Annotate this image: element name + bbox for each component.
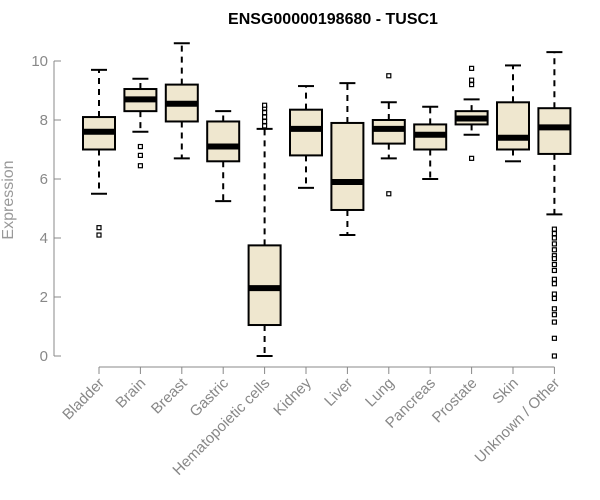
y-tick-label: 10: [31, 53, 48, 70]
outlier-point: [96, 232, 102, 238]
outlier-point: [551, 267, 558, 274]
box-iqr: [496, 101, 530, 151]
outlier-point: [262, 110, 268, 116]
outlier-point: [551, 247, 558, 253]
outlier-point: [137, 143, 143, 150]
x-tick-label: Kidney: [270, 374, 315, 419]
box-bladder: [82, 68, 116, 238]
outlier-point: [386, 73, 392, 79]
outlier-point: [551, 276, 558, 282]
outlier-point: [551, 291, 558, 297]
outlier-point: [551, 256, 558, 262]
outlier-point: [262, 114, 268, 120]
outlier-point: [551, 306, 558, 312]
x-tick-label: Lung: [362, 375, 398, 411]
outlier-point: [386, 191, 392, 197]
x-tick-label: Prostate: [429, 375, 481, 427]
outlier-point: [137, 163, 143, 169]
outlier-point: [469, 155, 475, 161]
box-pancreas: [413, 105, 448, 180]
outlier-point: [551, 312, 558, 318]
box-iqr: [330, 121, 365, 211]
box-liver: [330, 82, 365, 237]
box-iqr: [537, 107, 572, 155]
y-tick-label: 2: [40, 289, 48, 306]
y-tick-label: 6: [40, 171, 48, 188]
boxes-group: [82, 42, 572, 359]
outlier-point: [551, 226, 558, 232]
x-tick-label: Breast: [148, 374, 191, 417]
x-tick-label: Skin: [489, 375, 522, 408]
outlier-point: [469, 65, 475, 71]
outlier-point: [262, 118, 268, 125]
outlier-point: [551, 281, 558, 287]
box-iqr: [206, 120, 241, 163]
y-axis-label: Expression: [0, 160, 17, 239]
box-prostate: [454, 65, 489, 161]
outlier-point: [551, 353, 558, 359]
box-hematopoietic-cells: [247, 102, 282, 357]
box-kidney: [289, 85, 323, 189]
outlier-point: [551, 241, 558, 247]
outlier-point: [469, 81, 475, 88]
box-lung: [371, 73, 406, 197]
y-tick-label: 4: [40, 230, 48, 247]
box-gastric: [206, 110, 241, 203]
box-breast: [164, 42, 199, 160]
outlier-point: [551, 295, 558, 302]
outlier-point: [137, 152, 143, 158]
outlier-point: [96, 225, 102, 231]
box-iqr: [289, 108, 323, 157]
outlier-point: [551, 261, 558, 268]
outlier-point: [551, 319, 558, 325]
outlier-point: [262, 123, 268, 129]
outlier-point: [551, 235, 558, 241]
outlier-point: [551, 230, 558, 237]
y-tick-label: 8: [40, 112, 48, 129]
x-tick-label: Bladder: [59, 375, 108, 424]
outlier-point: [551, 335, 558, 341]
outlier-point: [469, 77, 475, 83]
x-tick-label: Liver: [321, 375, 356, 410]
box-brain: [123, 77, 158, 169]
chart-title: ENSG00000198680 - TUSC1: [228, 11, 438, 28]
y-tick-label: 0: [40, 348, 48, 365]
box-unknown-other: [537, 51, 572, 359]
x-tick-label: Brain: [112, 375, 149, 412]
outlier-point: [262, 102, 268, 108]
box-skin: [496, 64, 530, 163]
y-axis: 0 2 4 6 8 10: [31, 53, 61, 365]
